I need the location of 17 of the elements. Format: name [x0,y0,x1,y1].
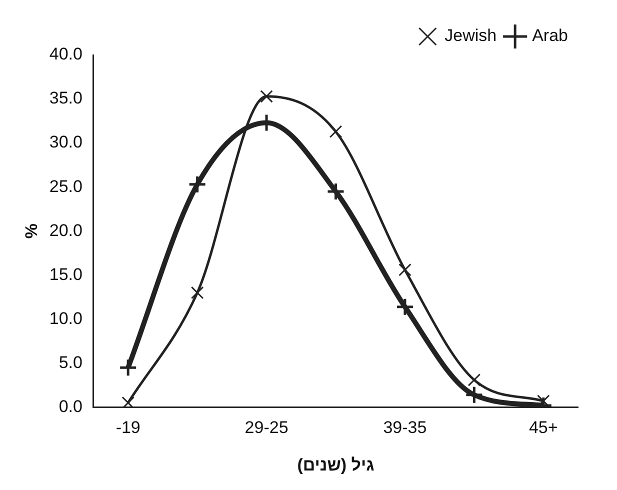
legend-label: Arab [532,26,568,46]
y-tick-label: 10.0 [49,308,82,328]
y-tick-label: 35.0 [49,88,82,108]
y-axis-title: % [22,224,41,239]
y-tick-label: 20.0 [49,220,82,240]
y-tick-label: 15.0 [49,264,82,284]
legend-label: Jewish [444,26,497,46]
y-tick-label: 40.0 [49,44,82,64]
y-tick-label: 5.0 [58,352,82,372]
x-tick-label: 39-35 [383,418,427,438]
y-tick-label: 25.0 [49,176,82,196]
x-axis-title: גיל (שנים) [297,455,374,474]
x-tick-label: -19 [116,418,140,438]
x-tick-label: 29-25 [244,418,288,438]
y-tick-label: 30.0 [49,132,82,152]
y-tick-label: 0.0 [58,396,82,416]
x-tick-label: 45+ [528,418,558,438]
